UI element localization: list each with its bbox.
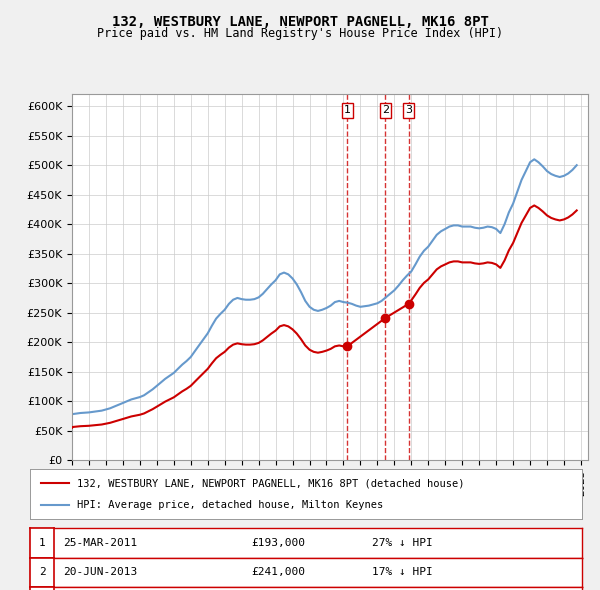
Text: 25-MAR-2011: 25-MAR-2011 (63, 538, 137, 548)
Text: 27% ↓ HPI: 27% ↓ HPI (372, 538, 433, 548)
Text: £241,000: £241,000 (251, 568, 305, 577)
Text: 132, WESTBURY LANE, NEWPORT PAGNELL, MK16 8PT: 132, WESTBURY LANE, NEWPORT PAGNELL, MK1… (112, 15, 488, 29)
Text: 20-JUN-2013: 20-JUN-2013 (63, 568, 137, 577)
Text: Price paid vs. HM Land Registry's House Price Index (HPI): Price paid vs. HM Land Registry's House … (97, 27, 503, 40)
Text: 2: 2 (38, 568, 46, 577)
Text: 2: 2 (382, 106, 389, 116)
Text: 17% ↓ HPI: 17% ↓ HPI (372, 568, 433, 577)
Text: 1: 1 (38, 538, 46, 548)
Text: 3: 3 (405, 106, 412, 116)
Text: HPI: Average price, detached house, Milton Keynes: HPI: Average price, detached house, Milt… (77, 500, 383, 510)
Text: 132, WESTBURY LANE, NEWPORT PAGNELL, MK16 8PT (detached house): 132, WESTBURY LANE, NEWPORT PAGNELL, MK1… (77, 478, 464, 488)
Text: 1: 1 (344, 106, 351, 116)
Text: £193,000: £193,000 (251, 538, 305, 548)
